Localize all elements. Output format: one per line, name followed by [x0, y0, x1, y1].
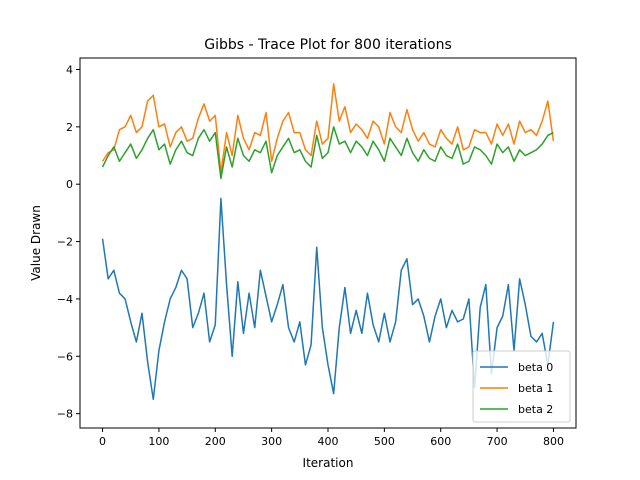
y-tick-label: −8: [57, 408, 73, 421]
y-tick-label: −6: [57, 350, 73, 363]
legend-label-beta-2: beta 2: [518, 403, 553, 416]
series-line-beta-2: [101, 126, 554, 180]
legend: beta 0 beta 1 beta 2: [472, 350, 571, 423]
y-tick-label: 4: [66, 63, 73, 76]
series-line-beta-1: [101, 83, 555, 174]
x-tick-label: 600: [430, 435, 451, 448]
legend-label-beta-1: beta 1: [518, 382, 553, 395]
y-tick-label: −4: [57, 293, 73, 306]
x-tick-label: 300: [261, 435, 282, 448]
x-tick-label: 200: [205, 435, 226, 448]
x-axis-label: Iteration: [303, 456, 354, 470]
x-tick-label: 400: [318, 435, 339, 448]
y-axis-label: Value Drawn: [29, 205, 43, 281]
legend-box: [472, 350, 571, 423]
y-tick-label: 2: [66, 121, 73, 134]
x-tick-label: 800: [543, 435, 564, 448]
x-tick-label: 500: [374, 435, 395, 448]
series-layer: [101, 83, 555, 401]
x-tick-label: 700: [487, 435, 508, 448]
y-axis-ticks: −8 −6 −4 −2 0 2 4: [57, 63, 80, 421]
chart-title: Gibbs - Trace Plot for 800 iterations: [204, 37, 452, 53]
x-axis-ticks: 0 100 200 300 400 500 600 700 800: [99, 428, 564, 448]
legend-items: beta 0 beta 1 beta 2: [480, 361, 553, 416]
y-tick-label: −2: [57, 236, 73, 249]
series-line-beta-0: [101, 197, 555, 401]
x-tick-label: 0: [99, 435, 106, 448]
plot-area: [79, 57, 577, 429]
y-tick-label: 0: [66, 178, 73, 191]
x-tick-label: 100: [148, 435, 169, 448]
legend-label-beta-0: beta 0: [518, 361, 553, 374]
